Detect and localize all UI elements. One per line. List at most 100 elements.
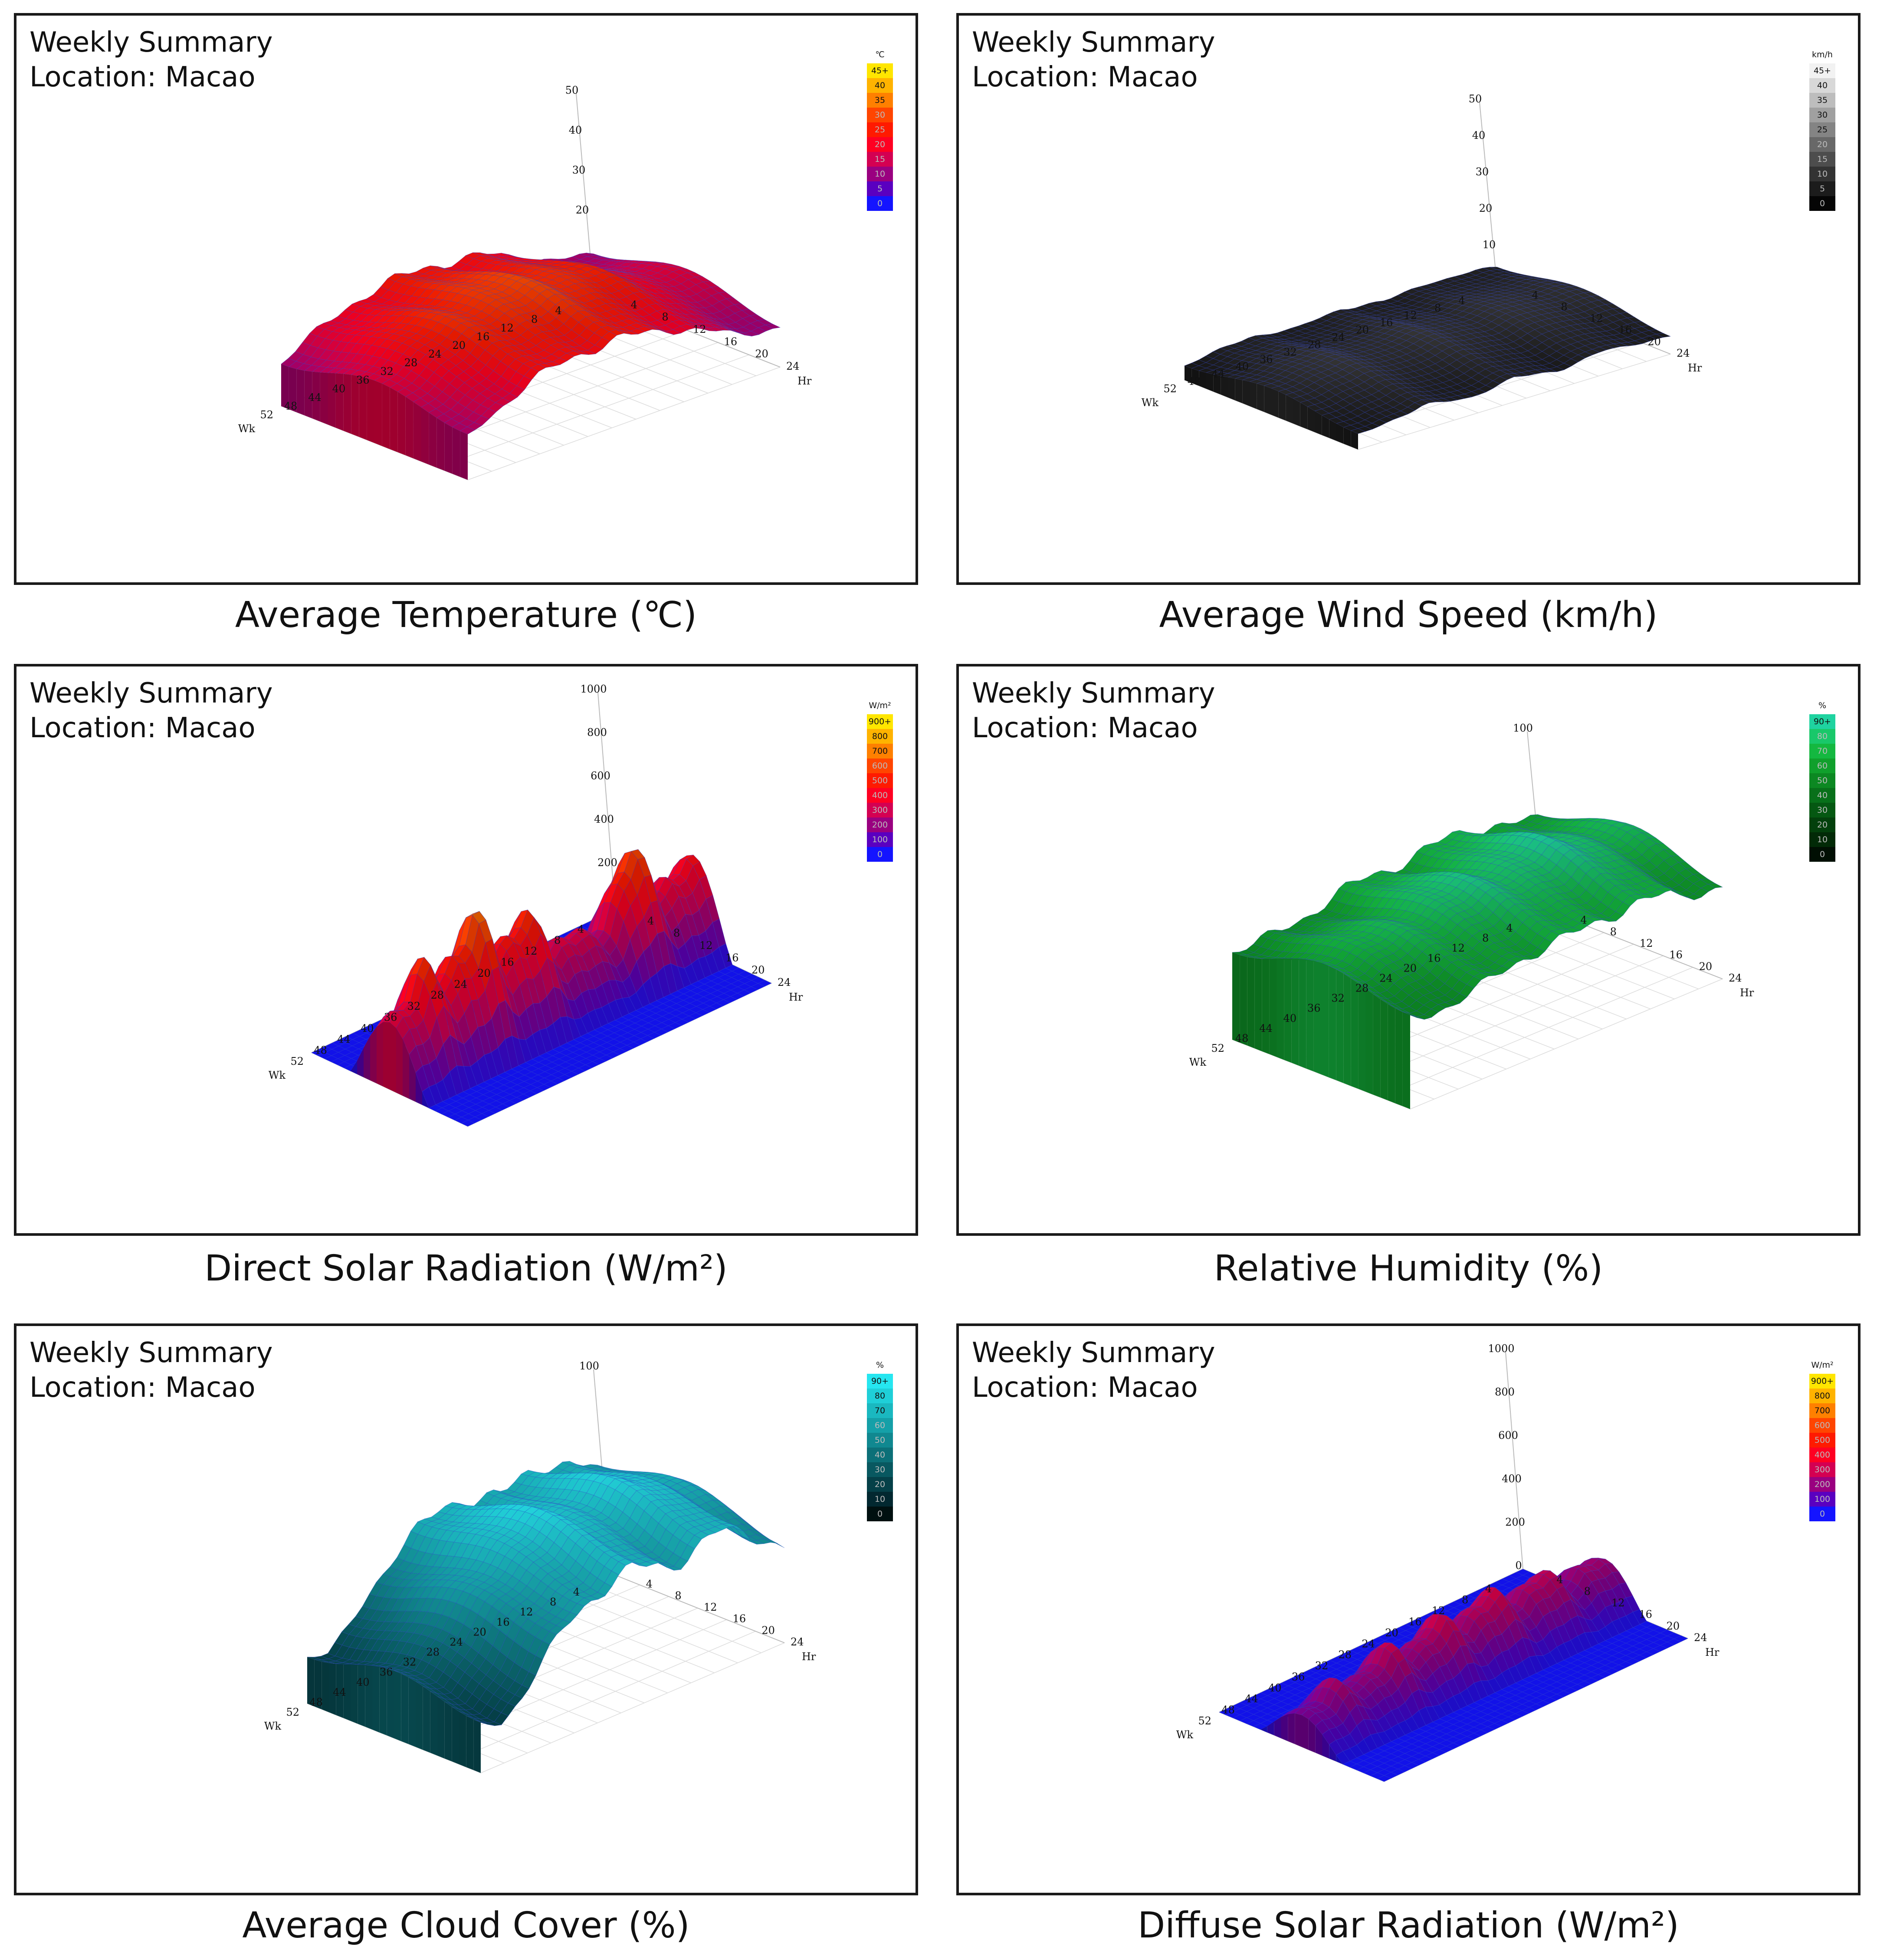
hour-tick-label: 4 [647, 915, 654, 927]
caption-direct-solar: Direct Solar Radiation (W/m²) [204, 1248, 728, 1289]
z-tick-label: 10 [1483, 239, 1496, 251]
hour-tick-label: 8 [1610, 926, 1617, 938]
week-tick-label: 4 [1458, 295, 1465, 307]
skirt-cell [1240, 955, 1247, 1046]
skirt-cell [1307, 407, 1315, 432]
legend-label: 20 [875, 140, 885, 149]
week-axis-title: Wk [1142, 397, 1159, 409]
skirt-cell [1191, 368, 1199, 386]
legend-unit: W/m² [869, 701, 891, 710]
week-axis-title: Wk [238, 423, 256, 435]
week-tick-label: 40 [1283, 1012, 1297, 1024]
skirt-cell [383, 1022, 390, 1090]
skirt-cell [296, 369, 305, 416]
legend-label: 600 [872, 761, 888, 771]
surface-chart-svg: 201004812162024283236404448524812162024W… [1189, 701, 1835, 1110]
skirt-cell [1380, 999, 1388, 1100]
week-tick-label: 32 [380, 365, 394, 378]
week-tick-label: 52 [1163, 383, 1177, 395]
surface-mesh [280, 252, 781, 435]
legend-swatch [1809, 803, 1835, 817]
surface-skirt [1185, 365, 1358, 450]
skirt-cell [382, 384, 390, 450]
chart-header: Weekly Summary Location: Macao [972, 25, 1215, 95]
z-tick-label: 50 [565, 84, 579, 96]
grid-line [436, 354, 749, 468]
legend-swatch [867, 196, 893, 211]
week-tick-label: 40 [332, 383, 346, 395]
skirt-cell [370, 1027, 377, 1083]
chart-panel-direct-solar: 0200400600800100048121620242832364044485… [14, 664, 918, 1236]
skirt-cell [312, 371, 320, 422]
legend-label: 35 [875, 95, 885, 105]
hour-tick-label: 24 [786, 360, 800, 372]
grid-line [1380, 967, 1693, 1098]
header-location: Location: Macao [972, 61, 1198, 93]
grid-line [480, 1642, 785, 1773]
legend-label: 400 [872, 791, 888, 800]
legend-swatch [867, 817, 893, 832]
skirt-cell [374, 380, 382, 446]
week-tick-label: 52 [1211, 1042, 1224, 1054]
week-tick-label: 4 [578, 923, 584, 935]
caption-wind-speed: Average Wind Speed (km/h) [1159, 594, 1658, 636]
legend-swatch [1809, 714, 1835, 729]
chart-header: Weekly Summary Location: Macao [30, 25, 273, 95]
week-tick-label: 52 [260, 409, 273, 421]
legend-label: 25 [1817, 125, 1828, 135]
week-tick-label: 48 [1235, 1032, 1249, 1044]
legend-swatch [867, 122, 893, 137]
grid-line [1410, 978, 1723, 1110]
week-tick-label: 8 [1434, 302, 1441, 314]
skirt-cell [1329, 419, 1336, 441]
week-tick-label: 44 [337, 1033, 351, 1045]
hour-tick-label: 20 [755, 348, 768, 360]
z-tick-label: 600 [591, 770, 610, 782]
week-tick-label: 20 [1404, 962, 1417, 974]
z-tick-label: 100 [579, 1360, 599, 1372]
z-tick-label: 30 [1476, 166, 1489, 178]
week-tick-label: 40 [361, 1022, 374, 1034]
hour-axis-title: Hr [1740, 987, 1754, 999]
hour-tick-label: 12 [693, 323, 706, 335]
week-tick-label: 24 [454, 978, 467, 990]
legend-label: 10 [1817, 169, 1828, 179]
legend-label: 200 [872, 820, 888, 830]
surface-chart-svg: 2030405048121620242832364044485248121620… [238, 50, 893, 480]
legend-label: 20 [1817, 820, 1828, 830]
skirt-cell [1351, 430, 1358, 450]
value-axis-line [1479, 102, 1497, 285]
legend-swatch [1809, 817, 1835, 832]
skirt-cell [1336, 424, 1344, 444]
chart-header: Weekly Summary Location: Macao [972, 676, 1215, 745]
legend-swatch [867, 773, 893, 788]
week-tick-label: 8 [554, 934, 561, 946]
week-tick-label: 12 [1451, 942, 1465, 954]
legend-label: 10 [875, 169, 885, 179]
hour-tick-label: 24 [1729, 972, 1742, 984]
legend-label: 80 [1817, 732, 1828, 741]
week-tick-label: 40 [1236, 361, 1249, 373]
skirt-cell [1336, 969, 1344, 1083]
surface-mesh [311, 849, 772, 1127]
legend-swatch [1809, 108, 1835, 122]
z-tick-label: 800 [587, 726, 607, 739]
skirt-cell [1343, 973, 1351, 1086]
header-title: Weekly Summary [30, 677, 273, 709]
legend-swatch [1809, 152, 1835, 167]
week-tick-label: 28 [1355, 982, 1369, 995]
legend-swatch [1809, 122, 1835, 137]
z-tick-label: 50 [1469, 93, 1482, 105]
skirt-cell [1247, 957, 1255, 1048]
skirt-cell [1313, 961, 1321, 1074]
legend-label: 15 [875, 154, 885, 164]
legend-swatch [1809, 78, 1835, 93]
legend-label: 5 [877, 184, 883, 194]
header-title: Weekly Summary [972, 26, 1215, 59]
skirt-cell [1271, 388, 1279, 418]
legend-label: 40 [1817, 81, 1828, 90]
legend-label: 30 [1817, 110, 1828, 120]
skirt-cell [1185, 365, 1192, 383]
week-tick-label: 20 [477, 967, 491, 979]
